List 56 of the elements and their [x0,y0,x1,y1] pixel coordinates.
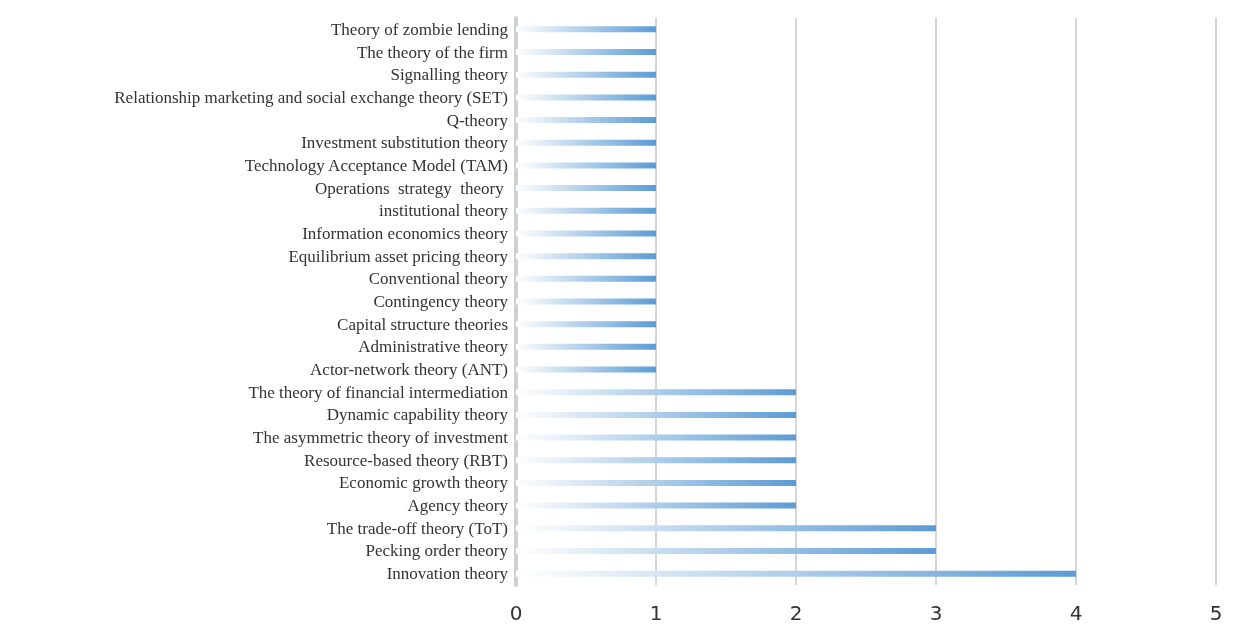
y-tick-label: Conventional theory [368,269,509,289]
bar [516,207,656,214]
bar [516,253,656,260]
x-tick-label: 1 [649,601,663,625]
y-tick-label: The theory of financial intermediation [248,382,509,402]
y-tick-label: Signalling theory [390,65,509,85]
y-tick-label: Innovation theory [386,564,509,584]
bar [516,547,936,554]
bar [516,230,656,237]
y-tick-label: Theory of zombie lending [330,19,509,39]
bar [516,411,796,418]
bar [516,185,656,192]
bar [516,502,796,509]
bar [516,298,656,305]
bar [516,434,796,441]
x-tick-label: 3 [929,601,943,625]
y-tick-label: Agency theory [407,496,509,516]
y-tick-label: Resource-based theory (RBT) [304,450,508,470]
bar [516,343,656,350]
bar [516,389,796,396]
bar [516,570,1076,577]
y-tick-label: Dynamic capability theory [326,405,509,425]
y-tick-label: Equilibrium asset pricing theory [288,246,509,266]
y-tick-label: Economic growth theory [338,473,509,493]
y-tick-label: Investment substitution theory [301,133,509,153]
bar [516,71,656,78]
y-tick-label: Information economics theory [302,223,509,243]
x-tick-label: 5 [1209,601,1223,625]
bar [516,366,656,373]
x-tick-label: 4 [1069,601,1083,625]
y-tick-label: The trade-off theory (ToT) [326,518,508,538]
y-tick-label: Relationship marketing and social exchange theory (SET) [114,87,508,107]
bar [516,321,656,328]
x-tick-label: 0 [509,601,523,625]
y-tick-label: Administrative theory [358,337,509,357]
y-tick-label: Capital structure theories [337,314,508,334]
y-tick-label: Contingency theory [373,292,509,311]
y-tick-label: Technology Acceptance Model (TAM) [244,155,508,175]
bar [516,49,656,56]
bar [516,117,656,124]
x-tick-label: 2 [789,601,803,625]
bar [516,94,656,101]
y-tick-label: The asymmetric theory of investment [253,428,509,448]
y-tick-label: Actor-network theory (ANT) [310,360,508,380]
y-tick-label: Operations strategy theory [314,178,508,198]
bar [516,457,796,464]
y-tick-label: Q-theory [446,110,509,130]
bar [516,275,656,282]
bar [516,26,656,33]
bar [516,139,656,146]
bar [516,162,656,169]
y-tick-label: Pecking order theory [365,541,509,561]
bar [516,479,796,486]
bar [516,525,936,532]
y-tick-label: institutional theory [379,201,509,221]
y-tick-label: The theory of the firm [356,42,508,62]
